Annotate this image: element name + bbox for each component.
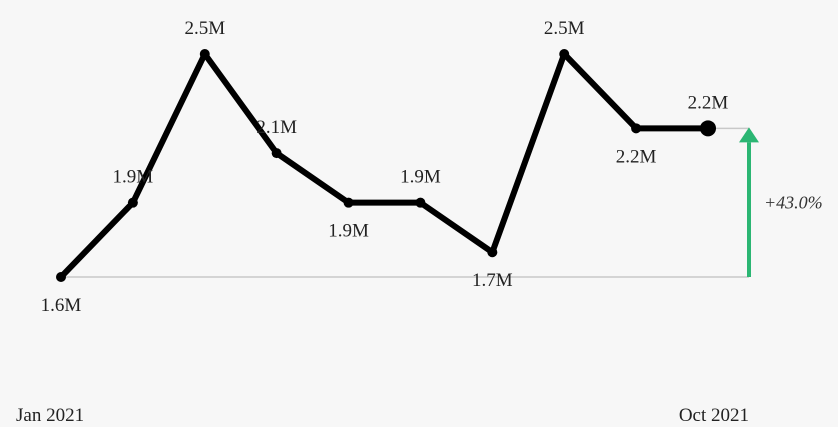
series-line — [58, 51, 711, 280]
data-point — [631, 123, 642, 134]
series-polyline — [58, 51, 711, 280]
data-label: 2.1M — [256, 117, 297, 138]
x-tick-label: Jan 2021 — [16, 405, 84, 426]
data-label: 2.2M — [616, 146, 657, 167]
data-label: 1.9M — [113, 167, 154, 188]
data-point — [271, 148, 282, 159]
data-points — [56, 49, 716, 282]
data-label: 1.7M — [472, 270, 513, 291]
data-point — [127, 197, 138, 208]
data-point-last — [700, 120, 716, 137]
data-label: 1.6M — [41, 295, 82, 316]
data-point — [487, 247, 498, 258]
x-tick-label: Oct 2021 — [679, 405, 749, 426]
data-label: 2.5M — [544, 18, 585, 39]
change-annotation: +43.0% — [739, 127, 823, 277]
data-label: 2.5M — [184, 18, 225, 39]
data-point — [343, 197, 354, 208]
data-label: 1.9M — [328, 221, 369, 242]
data-point — [56, 272, 66, 282]
change-arrow-icon — [739, 127, 759, 143]
data-label: 1.9M — [400, 167, 441, 188]
data-point — [199, 49, 210, 59]
x-axis-ticks: Jan 2021 Oct 2021 — [16, 405, 749, 426]
data-labels: 1.6M 1.9M 2.5M 2.1M 1.9M 1.9M 1.7M 2.5M 2.2M 2.2M — [41, 18, 729, 316]
data-label: 2.2M — [688, 92, 729, 113]
data-point — [559, 49, 570, 59]
data-point — [415, 197, 426, 208]
change-percentage-label: +43.0% — [764, 193, 823, 213]
